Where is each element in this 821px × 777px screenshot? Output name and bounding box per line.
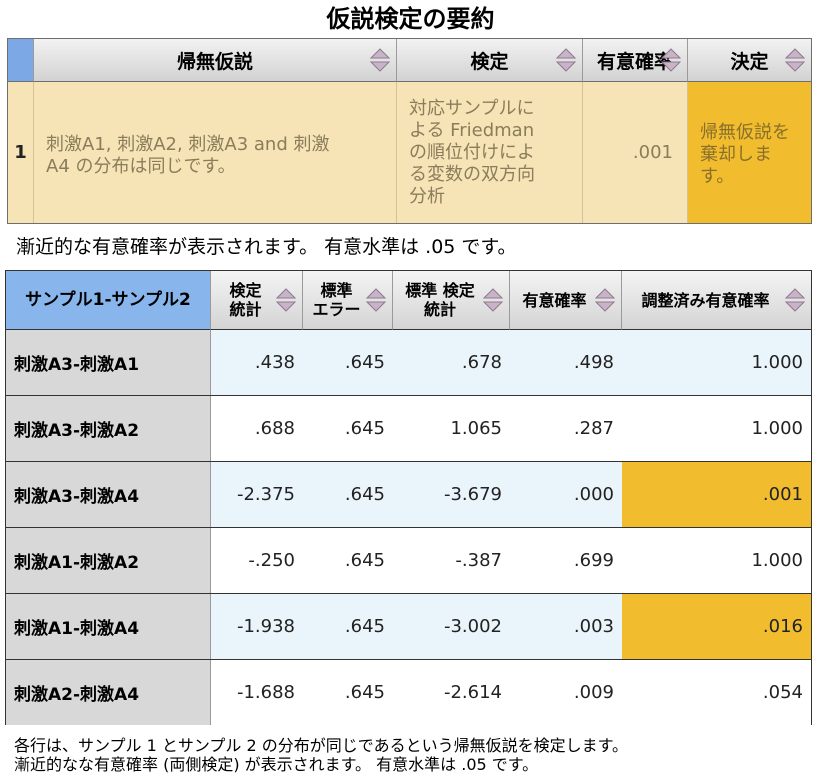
row-label: 刺激A1-刺激A2: [6, 528, 211, 593]
test-statistic-cell: .688: [211, 396, 303, 461]
col-header-hypothesis[interactable]: 帰無仮説: [34, 39, 397, 82]
sort-arrows-icon[interactable]: [785, 46, 805, 74]
col-header-test[interactable]: 検定: [397, 39, 583, 82]
std-test-statistic-cell: -.387: [393, 528, 510, 593]
std-test-statistic-cell: -2.614: [393, 660, 510, 725]
col-header-test-statistic[interactable]: 検定 統計: [211, 271, 303, 330]
std-test-statistic-cell: -3.679: [393, 462, 510, 527]
decision-cell: 帰無仮説を 棄却しま す。: [688, 82, 811, 223]
test-statistic-cell: .438: [211, 330, 303, 395]
row-label: 刺激A3-刺激A1: [6, 330, 211, 395]
std-error-cell: .645: [303, 594, 393, 659]
table-row: 刺激A1-刺激A4 -1.938 .645 -3.002 .003 .016: [6, 594, 811, 660]
col-header-significance[interactable]: 有意確率: [583, 39, 688, 82]
std-test-statistic-cell: 1.065: [393, 396, 510, 461]
table-row: 刺激A2-刺激A4 -1.688 .645 -2.614 .009 .054: [6, 660, 811, 725]
test-statistic-cell: -1.688: [211, 660, 303, 725]
std-test-statistic-cell: -3.002: [393, 594, 510, 659]
table-row: 刺激A3-刺激A2 .688 .645 1.065 .287 1.000: [6, 396, 811, 462]
sort-arrows-icon[interactable]: [595, 286, 615, 314]
row-index: 1: [8, 82, 34, 223]
significance-cell: .287: [510, 396, 622, 461]
significance-cell: .498: [510, 330, 622, 395]
sort-arrows-icon[interactable]: [366, 286, 386, 314]
col-header-adjusted-significance[interactable]: 調整済み有意確率: [622, 271, 811, 330]
row-label: 刺激A3-刺激A2: [6, 396, 211, 461]
std-error-cell: .645: [303, 330, 393, 395]
std-test-statistic-cell: .678: [393, 330, 510, 395]
adjusted-significance-cell: 1.000: [622, 528, 811, 593]
adjusted-significance-cell-highlighted: .016: [622, 594, 811, 659]
adjusted-significance-cell: 1.000: [622, 396, 811, 461]
std-error-cell: .645: [303, 660, 393, 725]
row-label: 刺激A3-刺激A4: [6, 462, 211, 527]
col-header-sample-pair[interactable]: サンプル1-サンプル2: [6, 271, 211, 330]
col-header-decision[interactable]: 決定: [688, 39, 811, 82]
hypothesis-cell: 刺激A1, 刺激A2, 刺激A3 and 刺激 A4 の分布は同じです。: [34, 82, 397, 223]
test-statistic-cell: -2.375: [211, 462, 303, 527]
hypothesis-summary-table: 帰無仮説 検定 有意確率 決定 1 刺激A1, 刺激A2, 刺激A3 and 刺…: [7, 38, 812, 224]
std-error-cell: .645: [303, 462, 393, 527]
sort-arrows-icon[interactable]: [556, 46, 576, 74]
footnote-line-1: 各行は、サンプル 1 とサンプル 2 の分布が同じであるという帰無仮説を検定しま…: [14, 736, 628, 755]
adjusted-significance-cell-highlighted: .001: [622, 462, 811, 527]
col-header-std-test-statistic[interactable]: 標準 検定 統計: [393, 271, 510, 330]
table-row: 刺激A1-刺激A2 -.250 .645 -.387 .699 1.000: [6, 528, 811, 594]
std-error-cell: .645: [303, 396, 393, 461]
significance-cell: .009: [510, 660, 622, 725]
sort-arrows-icon[interactable]: [483, 286, 503, 314]
sort-arrows-icon[interactable]: [370, 46, 390, 74]
significance-cell: .003: [510, 594, 622, 659]
significance-cell: .001: [583, 82, 688, 223]
sort-arrows-icon[interactable]: [661, 46, 681, 74]
table-row: 刺激A3-刺激A1 .438 .645 .678 .498 1.000: [6, 330, 811, 396]
row-label: 刺激A1-刺激A4: [6, 594, 211, 659]
std-error-cell: .645: [303, 528, 393, 593]
col-header-std-error[interactable]: 標準 エラー: [303, 271, 393, 330]
asymptotic-note: 漸近的な有意確率が表示されます。 有意水準は .05 です。: [16, 236, 517, 258]
pairwise-comparisons-table: サンプル1-サンプル2 検定 統計 標準 エラー 標準 検定 統計 有意確率 調整済み…: [5, 270, 812, 725]
sort-arrows-icon[interactable]: [276, 286, 296, 314]
corner-header: [8, 39, 34, 82]
significance-cell: .699: [510, 528, 622, 593]
adjusted-significance-cell: 1.000: [622, 330, 811, 395]
table-row: 刺激A3-刺激A4 -2.375 .645 -3.679 .000 .001: [6, 462, 811, 528]
footnote-line-2: 漸近的なな有意確率 (両側検定) が表示されます。 有意水準は .05 です。: [14, 755, 539, 774]
test-statistic-cell: -.250: [211, 528, 303, 593]
test-cell: 対応サンプルに よる Friedman の順位付けによ る変数の双方向 分析: [397, 82, 583, 223]
row-label: 刺激A2-刺激A4: [6, 660, 211, 725]
adjusted-significance-cell: .054: [622, 660, 811, 725]
page-title: 仮説検定の要約: [326, 5, 495, 33]
col-header-significance[interactable]: 有意確率: [510, 271, 622, 330]
sort-arrows-icon[interactable]: [785, 286, 805, 314]
significance-cell: .000: [510, 462, 622, 527]
test-statistic-cell: -1.938: [211, 594, 303, 659]
